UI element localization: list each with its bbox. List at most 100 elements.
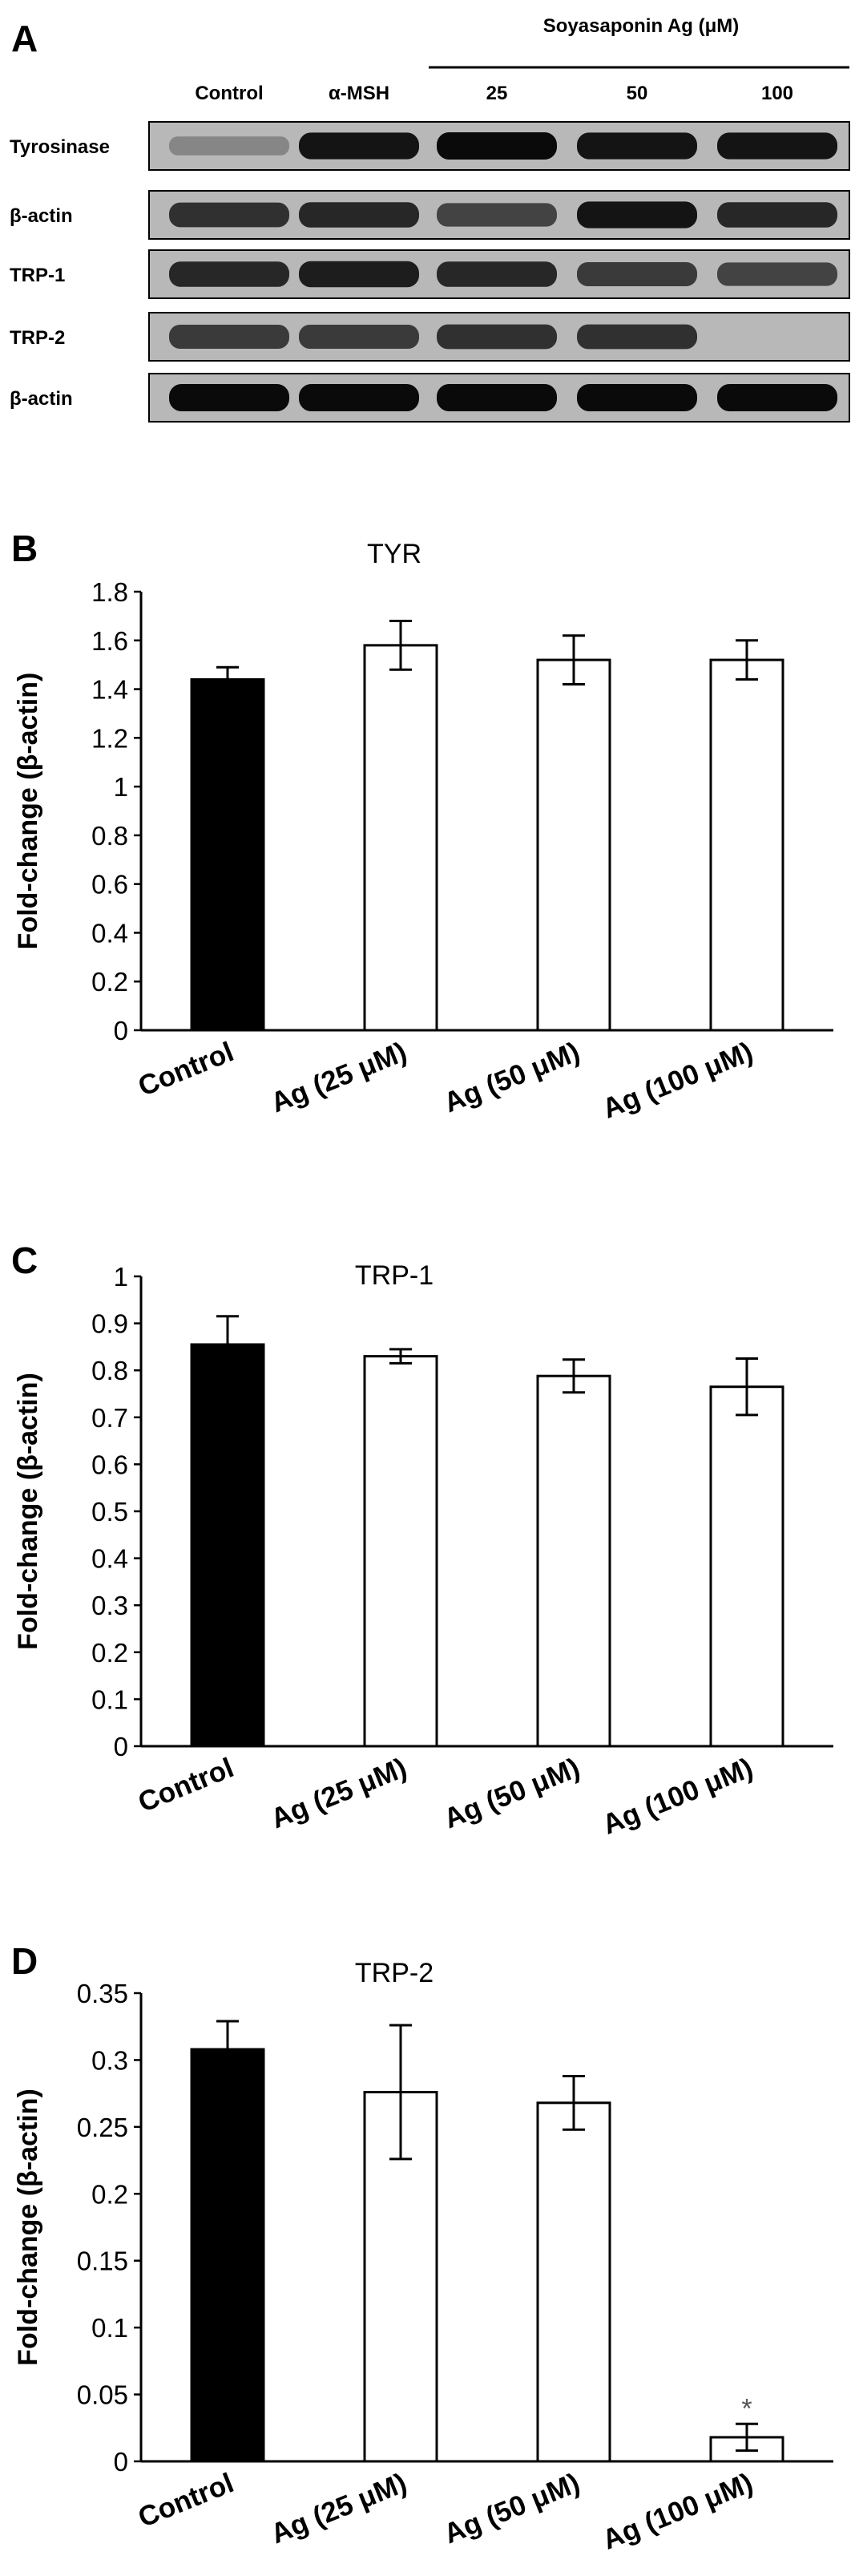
bar — [536, 2101, 611, 2463]
y-tick-label: 0.2 — [91, 1638, 128, 1668]
blot-band — [717, 202, 837, 228]
lane-label: 25 — [486, 83, 508, 104]
bar — [536, 1374, 611, 1748]
y-tick-label: 1.2 — [91, 723, 128, 753]
chart-title: TRP-2 — [355, 1958, 434, 1988]
chart-title: TYR — [367, 539, 421, 569]
treatment-group-label: Soyasaponin Ag (μM) — [543, 15, 739, 37]
y-tick-label: 0.6 — [91, 1450, 128, 1479]
y-tick-label: 0.1 — [91, 2313, 128, 2343]
y-tick-label: 0.7 — [91, 1403, 128, 1433]
y-tick-label: 0.3 — [91, 1591, 128, 1620]
x-category-label: Control — [134, 1752, 238, 1818]
bar — [709, 1385, 784, 1748]
y-tick-label: 0.2 — [91, 2179, 128, 2209]
y-tick-label: 0.6 — [91, 870, 128, 900]
y-tick-label: 1 — [114, 1262, 128, 1292]
x-category-label: Control — [134, 2467, 238, 2534]
significance-marker: * — [741, 2393, 752, 2424]
y-tick-label: 0 — [114, 2447, 128, 2477]
blot-band — [299, 132, 419, 160]
blot-band — [577, 132, 697, 160]
blot-band — [577, 201, 697, 228]
y-tick-label: 0.15 — [77, 2246, 128, 2276]
bar — [190, 677, 265, 1032]
y-tick-label: 0.4 — [91, 1544, 128, 1574]
blot-band — [717, 132, 837, 160]
trp2-chart: D TRP-2 Fold-change (β-actin) 0 0.05 0.1 0.15 0… — [11, 1940, 833, 2556]
y-tick-label: 0.8 — [91, 1356, 128, 1385]
y-tick-label: 0 — [114, 1732, 128, 1761]
lane-label: 50 — [627, 83, 648, 104]
y-tick-label: 1.4 — [91, 675, 128, 705]
y-tick-label: 0.3 — [91, 2045, 128, 2075]
lane-label: Control — [195, 83, 263, 104]
blot-band — [577, 262, 697, 286]
y-tick-label: 0.35 — [77, 1979, 128, 2008]
tyr-chart: B TYR Fold-change (β-actin) 0 0.2 0.4 0.6 0.8 1 1… — [11, 528, 833, 1125]
x-category-label: Ag (25 μM) — [266, 1036, 411, 1118]
y-tick-label: 0.1 — [91, 1684, 128, 1714]
x-category-label: Ag (50 μM) — [439, 2467, 584, 2550]
blot-band — [169, 325, 289, 349]
x-category-label: Ag (25 μM) — [266, 1752, 411, 1834]
blot-band — [169, 384, 289, 411]
blot-band — [299, 202, 419, 228]
bar — [709, 658, 784, 1032]
panel-letter: D — [11, 1940, 38, 1982]
bar — [536, 658, 611, 1032]
blot-band — [577, 324, 697, 350]
y-tick-label: 0.4 — [91, 918, 128, 948]
blot-band — [717, 384, 837, 411]
x-category-label: Ag (50 μM) — [439, 1036, 584, 1118]
blot-band — [169, 261, 289, 287]
x-category-label: Ag (25 μM) — [266, 2467, 411, 2550]
y-tick-label: 1.8 — [91, 577, 128, 607]
blot-band — [437, 384, 557, 411]
blot-row-label: TRP-2 — [10, 327, 65, 349]
blot-band — [169, 136, 289, 156]
y-tick-label: 0.9 — [91, 1309, 128, 1339]
x-category-label: Ag (100 μM) — [598, 2467, 757, 2555]
trp1-chart: C TRP-1 Fold-change (β-actin) 0 0.1 0.2 0.3 0.4… — [11, 1239, 833, 1841]
blot-band — [437, 261, 557, 287]
y-axis-label: Fold-change (β-actin) — [13, 2089, 43, 2366]
blot-band — [437, 132, 557, 160]
bar — [190, 2048, 265, 2463]
blot-band — [299, 384, 419, 411]
blot-row-label: β-actin — [10, 388, 73, 410]
y-tick-label: 1 — [114, 772, 128, 802]
x-category-label: Control — [134, 1036, 238, 1102]
y-tick-label: 1.6 — [91, 626, 128, 656]
panel-letter-a: A — [11, 18, 38, 59]
y-axis-label: Fold-change (β-actin) — [13, 673, 43, 950]
bar — [190, 1343, 265, 1748]
y-tick-label: 0.2 — [91, 967, 128, 997]
blot-band — [577, 384, 697, 411]
blot-row-label: TRP-1 — [10, 265, 65, 286]
y-tick-label: 0.5 — [91, 1497, 128, 1527]
y-tick-label: 0 — [114, 1016, 128, 1045]
panel-letter: C — [11, 1239, 38, 1281]
blot-row-label: β-actin — [10, 205, 73, 227]
blot-row-label: Tyrosinase — [10, 136, 110, 158]
bar — [363, 1355, 438, 1748]
chart-title: TRP-1 — [355, 1260, 434, 1291]
y-tick-label: 0.05 — [77, 2380, 128, 2410]
blot-band — [437, 203, 557, 227]
bar — [363, 644, 438, 1032]
blot-band — [299, 325, 419, 349]
blot-band — [437, 324, 557, 350]
y-tick-label: 0.8 — [91, 821, 128, 851]
x-category-label: Ag (50 μM) — [439, 1752, 584, 1834]
lane-label: 100 — [761, 83, 793, 104]
panel-letter: B — [11, 528, 38, 569]
western-blot-panel: A Soyasaponin Ag (μM) Control α-MSH 25 50 10… — [10, 15, 850, 423]
blot-band — [299, 261, 419, 288]
blot-band — [169, 202, 289, 228]
y-axis-label: Fold-change (β-actin) — [13, 1373, 43, 1650]
x-category-label: Ag (100 μM) — [598, 1752, 757, 1840]
blot-band — [717, 262, 837, 286]
x-category-label: Ag (100 μM) — [598, 1036, 757, 1124]
